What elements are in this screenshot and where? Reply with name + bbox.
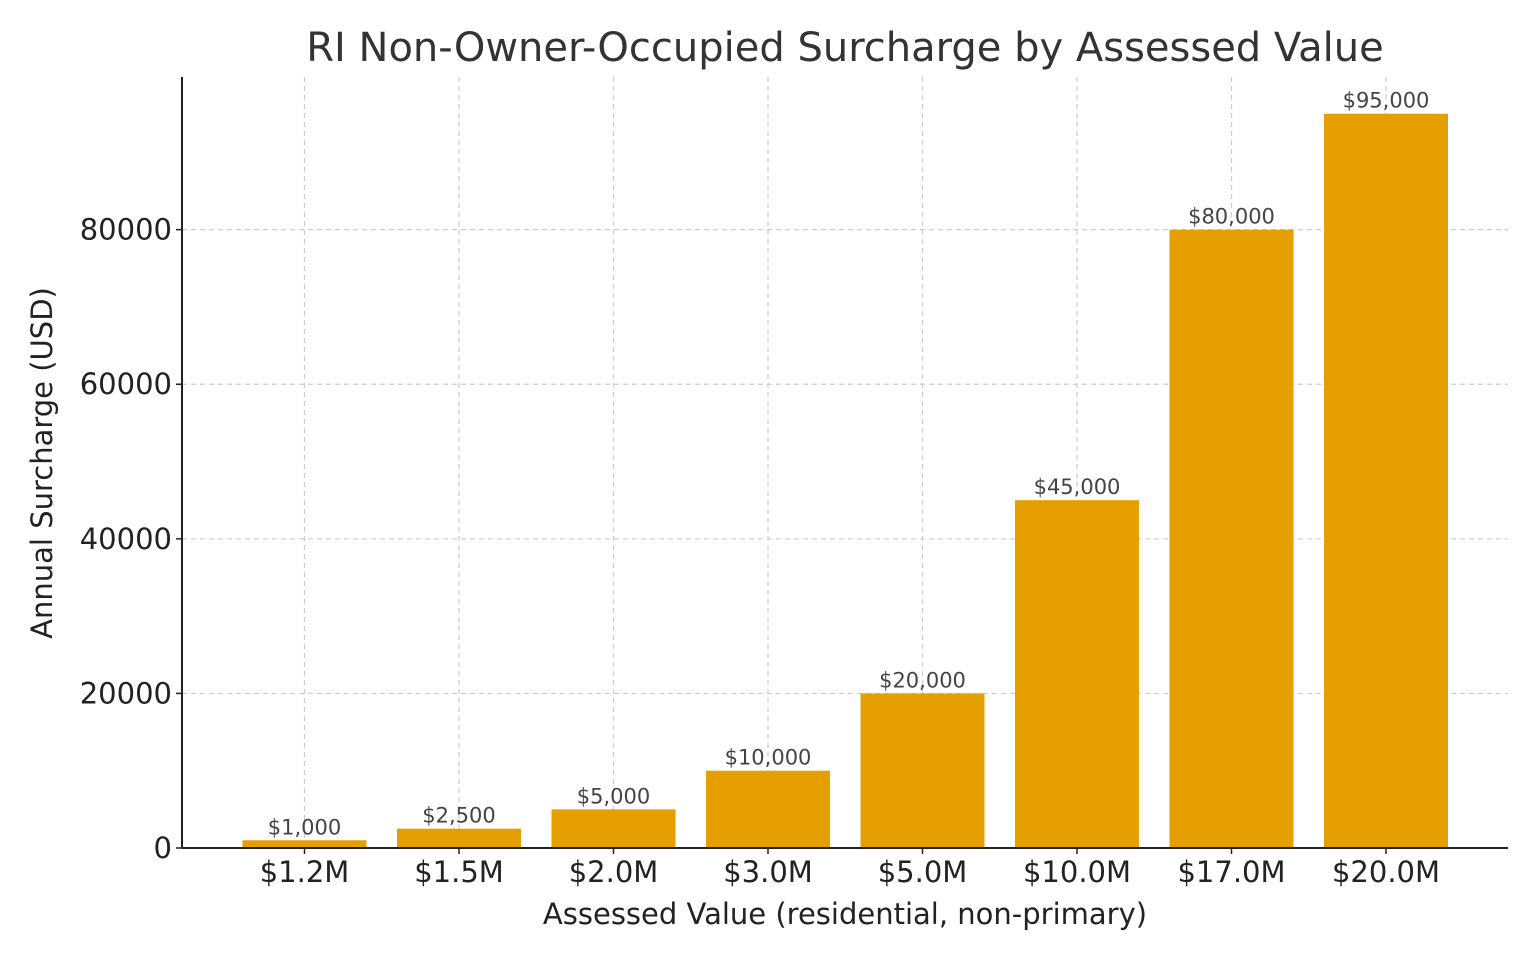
y-tick-label: 80000 (80, 213, 172, 247)
bar (1015, 500, 1139, 848)
y-tick-label: 40000 (80, 522, 172, 556)
grid-layer (182, 77, 1508, 848)
bar-value-label: $20,000 (879, 668, 966, 692)
bar (706, 770, 830, 848)
bar-value-label: $1,000 (268, 815, 341, 839)
bar (860, 693, 985, 848)
y-tick-label: 60000 (80, 367, 172, 401)
x-axis-label: Assessed Value (residential, non-primary… (543, 897, 1147, 931)
x-tick-label: $3.0M (723, 855, 813, 889)
x-tick-label: $2.0M (569, 855, 659, 889)
bar (397, 828, 521, 848)
bar (1324, 113, 1448, 848)
x-tick-label: $20.0M (1332, 855, 1440, 889)
y-axis-label: Annual Surcharge (USD) (25, 287, 59, 639)
y-tick-label: 0 (154, 831, 172, 865)
bar-value-label: $80,000 (1188, 205, 1275, 229)
y-ticks-layer: 0 20000 40000 60000 80000 (80, 213, 182, 865)
bar-value-label: $2,500 (422, 804, 495, 828)
bar (242, 840, 367, 848)
bars-layer (242, 113, 1448, 849)
y-tick-label: 20000 (80, 676, 172, 710)
bar-value-label: $45,000 (1034, 475, 1121, 499)
bar-value-label: $10,000 (725, 746, 812, 770)
x-tick-label: $1.2M (260, 855, 350, 889)
bar (551, 809, 676, 848)
chart-title: RI Non-Owner-Occupied Surcharge by Asses… (306, 25, 1384, 71)
bar (1169, 229, 1294, 849)
x-tick-label: $5.0M (878, 855, 968, 889)
bar-value-label: $5,000 (577, 784, 650, 808)
x-ticks-layer: $1.2M $1.5M $2.0M $3.0M $5.0M $10.0M $17.0M $20… (260, 848, 1440, 889)
bar-value-label: $95,000 (1343, 89, 1430, 113)
x-tick-label: $1.5M (414, 855, 504, 889)
x-tick-label: $10.0M (1023, 855, 1131, 889)
data-labels-layer: $1,000 $2,500 $5,000 $10,000 $20,000 $45,000 $… (268, 89, 1430, 840)
x-tick-label: $17.0M (1177, 855, 1285, 889)
